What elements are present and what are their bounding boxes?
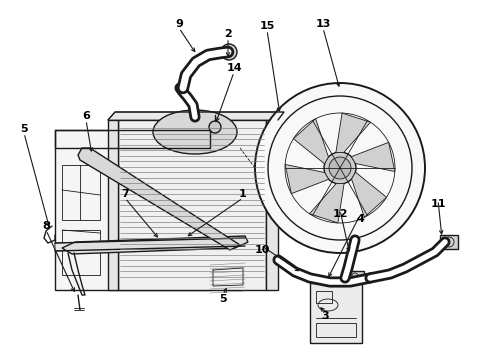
Text: 1: 1 xyxy=(239,189,247,199)
Bar xyxy=(440,235,458,249)
Circle shape xyxy=(255,83,425,253)
Bar xyxy=(316,291,332,303)
Text: 6: 6 xyxy=(82,111,90,121)
Bar xyxy=(172,165,207,215)
Bar xyxy=(346,271,364,281)
Circle shape xyxy=(329,157,351,179)
Ellipse shape xyxy=(153,110,237,154)
Polygon shape xyxy=(351,142,395,172)
Text: 12: 12 xyxy=(332,209,348,219)
Polygon shape xyxy=(294,119,328,164)
Text: 10: 10 xyxy=(254,245,270,255)
Text: 9: 9 xyxy=(175,19,183,29)
Polygon shape xyxy=(62,236,248,254)
Text: 8: 8 xyxy=(42,221,50,231)
Polygon shape xyxy=(336,113,370,153)
Polygon shape xyxy=(285,165,329,194)
Polygon shape xyxy=(78,148,240,250)
Text: 5: 5 xyxy=(20,124,28,134)
Polygon shape xyxy=(55,130,210,290)
Text: 11: 11 xyxy=(430,199,446,209)
Text: 4: 4 xyxy=(356,214,364,224)
Text: 14: 14 xyxy=(226,63,242,73)
Text: 5: 5 xyxy=(219,294,227,304)
Polygon shape xyxy=(118,120,266,290)
Polygon shape xyxy=(55,238,245,251)
Polygon shape xyxy=(352,172,387,217)
Circle shape xyxy=(209,121,221,133)
Circle shape xyxy=(221,44,237,60)
Polygon shape xyxy=(108,120,118,290)
Bar xyxy=(62,230,100,275)
Bar xyxy=(62,165,100,220)
Text: 7: 7 xyxy=(121,189,129,199)
Text: 13: 13 xyxy=(315,19,331,29)
Polygon shape xyxy=(310,283,362,343)
Bar xyxy=(220,275,236,283)
Polygon shape xyxy=(266,120,278,290)
Polygon shape xyxy=(210,112,245,148)
Polygon shape xyxy=(210,112,245,290)
Bar xyxy=(316,323,356,337)
Bar xyxy=(172,225,207,277)
Polygon shape xyxy=(108,112,284,120)
Text: 2: 2 xyxy=(224,29,232,39)
Polygon shape xyxy=(310,184,344,223)
Circle shape xyxy=(324,152,356,184)
Text: 3: 3 xyxy=(321,311,329,321)
Text: 15: 15 xyxy=(259,21,275,31)
